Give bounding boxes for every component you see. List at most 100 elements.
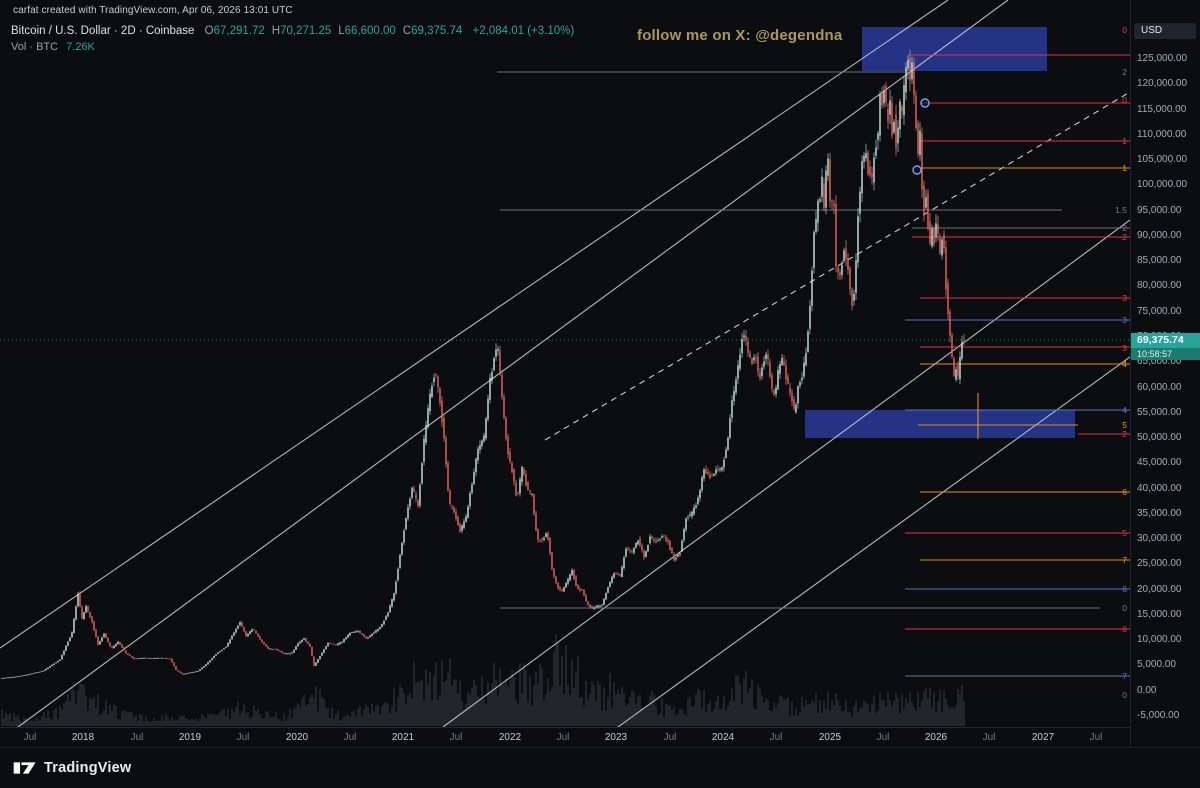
svg-text:1: 1	[1122, 136, 1127, 146]
time-axis-label: 2020	[285, 732, 309, 743]
candles-group	[1, 49, 965, 679]
time-axis-label: 2019	[178, 732, 202, 743]
ohlc-value: 69,375.74	[411, 25, 463, 37]
ohlc-key: C	[402, 25, 412, 37]
symbol-title[interactable]: Bitcoin / U.S. Dollar · 2D · Coinbase	[11, 25, 195, 37]
svg-text:2: 2	[1122, 223, 1127, 233]
price-axis-label: 45,000.00	[1137, 457, 1182, 469]
price-axis-label: 100,000.00	[1137, 179, 1188, 191]
price-axis-label: 60,000.00	[1137, 381, 1182, 393]
time-axis-label: Jul	[449, 732, 463, 743]
price-axis-label: 20,000.00	[1137, 583, 1182, 595]
anchor-points[interactable]	[912, 98, 930, 175]
attribution-bar: carfat created with TradingView.com, Apr…	[13, 5, 293, 16]
price-axis-label: 55,000.00	[1137, 406, 1182, 418]
svg-text:5: 5	[1122, 528, 1127, 538]
price-axis-label: 65,000.00	[1137, 356, 1182, 368]
svg-text:3: 3	[1122, 315, 1127, 325]
price-axis-label: 110,000.00	[1137, 128, 1187, 140]
svg-text:6: 6	[1122, 624, 1127, 634]
currency-button[interactable]: USD	[1134, 23, 1196, 39]
change-value: +2,084.01 (+3.10%)	[472, 25, 575, 37]
price-axis-label: 125,000.00	[1137, 53, 1188, 64]
price-axis-label: 0.00	[1137, 684, 1157, 696]
svg-text:0: 0	[1122, 603, 1127, 613]
price-axis-label: 80,000.00	[1137, 280, 1182, 292]
time-axis-label: 2023	[604, 732, 628, 743]
svg-text:7: 7	[1122, 671, 1127, 681]
price-axis-label: 10,000.00	[1137, 634, 1182, 646]
symbol-legend: Bitcoin / U.S. Dollar · 2D · Coinbase O6…	[11, 25, 574, 53]
time-axis-label: Jul	[1089, 732, 1103, 743]
time-axis[interactable]: Jul 2018 Jul 2019 Jul 2020 Jul 2021 Jul 2022 Jul 20…	[0, 727, 1130, 748]
ohlc-key: O	[204, 25, 214, 37]
tradingview-logo-icon	[13, 762, 36, 774]
price-axis-label: 50,000.00	[1137, 432, 1182, 444]
volume-label[interactable]: Vol · BTC	[11, 41, 59, 53]
time-axis-label: Jul	[236, 732, 250, 743]
fib-level-lines[interactable]	[497, 54, 1130, 677]
svg-text:4: 4	[1122, 359, 1127, 369]
price-axis-label: 35,000.00	[1137, 507, 1182, 519]
ohlc-value: 67,291.72	[213, 25, 265, 37]
time-axis-label: 2026	[924, 732, 948, 743]
svg-text:2: 2	[1122, 67, 1127, 77]
price-axis-label: 25,000.00	[1137, 558, 1182, 570]
price-axis-label: 40,000.00	[1137, 482, 1182, 494]
time-axis-label: 2027	[1031, 732, 1055, 743]
time-axis-label: Jul	[130, 732, 144, 743]
price-axis-label: -5,000.00	[1137, 710, 1180, 721]
watermark-text: follow me on X: @degendna	[637, 27, 843, 44]
ohlc-key: H	[271, 25, 281, 37]
last-price-badge: 69,375.74 10:58:57	[1131, 333, 1200, 360]
svg-text:3: 3	[1122, 343, 1127, 353]
svg-text:3: 3	[1122, 293, 1127, 303]
price-axis-label: 15,000.00	[1137, 608, 1182, 620]
time-axis-label: Jul	[876, 732, 890, 743]
price-axis-label: 115,000.00	[1137, 103, 1187, 115]
time-axis-label: Jul	[556, 732, 570, 743]
svg-text:6: 6	[1122, 487, 1127, 497]
svg-text:4: 4	[1122, 405, 1127, 415]
ohlc-value: 70,271.25	[280, 25, 332, 37]
volume-value: 7.26K	[66, 41, 95, 53]
time-axis-label: 2025	[818, 732, 842, 743]
time-axis-label: Jul	[769, 732, 783, 743]
price-axis-label: 95,000.00	[1137, 204, 1182, 216]
tradingview-logo[interactable]: TradingView	[13, 758, 131, 778]
svg-text:0: 0	[1122, 95, 1127, 105]
svg-text:1: 1	[1122, 163, 1127, 173]
time-axis-label: Jul	[663, 732, 677, 743]
time-axis-label: 2024	[711, 732, 735, 743]
svg-text:0: 0	[1122, 690, 1127, 700]
svg-text:5: 5	[1122, 420, 1127, 430]
ohlc-value: 66,600.00	[344, 25, 396, 37]
tradingview-logo-text: TradingView	[44, 760, 132, 776]
time-axis-label: Jul	[23, 732, 37, 743]
zone-boxes[interactable]	[805, 27, 1075, 438]
time-axis-label: Jul	[982, 732, 996, 743]
price-axis-label: 85,000.00	[1137, 255, 1182, 267]
ohlc-values: O67,291.72 H70,271.25 L66,600.00 C69,375.74	[198, 25, 463, 37]
time-axis-label: Jul	[343, 732, 357, 743]
price-axis[interactable]: USD 125,000.00 120,000.00 115,000.00 110,00…	[1130, 0, 1200, 747]
time-axis-label: 2021	[391, 732, 415, 743]
trendlines-group[interactable]	[0, 0, 1130, 727]
last-price: 69,375.74	[1131, 333, 1200, 348]
volume-bars	[1, 634, 965, 726]
bar-countdown: 10:58:57	[1131, 348, 1200, 360]
time-axis-label: 2018	[71, 732, 95, 743]
svg-text:1.5: 1.5	[1115, 205, 1127, 215]
price-axis-label: 90,000.00	[1137, 229, 1182, 241]
price-axis-label: 105,000.00	[1137, 154, 1188, 166]
svg-text:2: 2	[1122, 429, 1127, 439]
price-axis-label: 30,000.00	[1137, 533, 1182, 545]
bottom-bar: TradingView	[0, 747, 1200, 788]
ohlc-key: L	[338, 25, 345, 37]
price-axis-label: 5,000.00	[1137, 659, 1176, 671]
time-axis-label: 2022	[498, 732, 522, 743]
svg-text:0: 0	[1122, 25, 1127, 35]
